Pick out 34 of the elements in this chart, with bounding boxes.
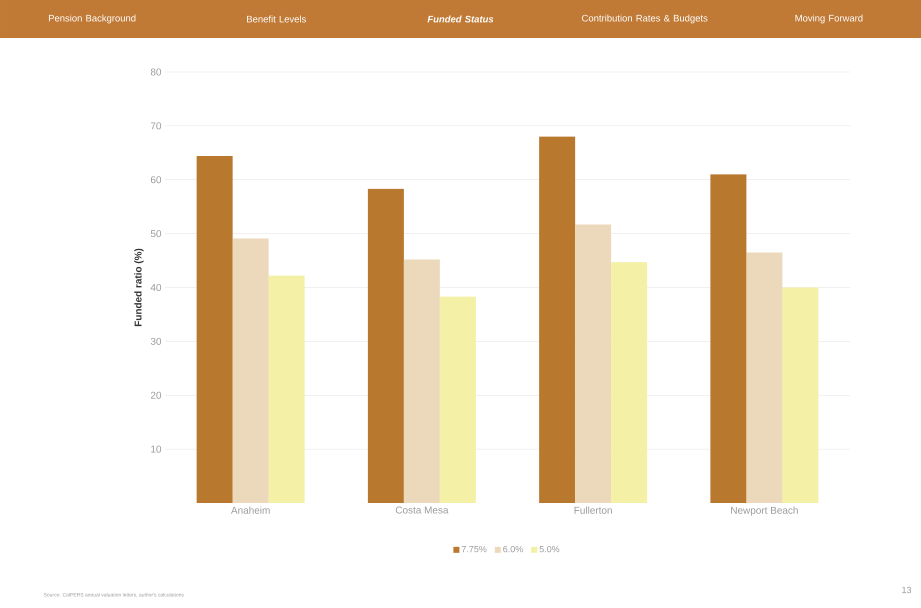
bar [710,174,746,503]
text: Moving Forward [795,14,862,24]
legend-label: 6.0% [503,546,523,552]
y-tick-label: 40 [150,284,162,292]
bar [232,238,269,503]
bar [368,188,404,503]
x-tick-label: Fullerton [574,506,612,514]
text: Contribution Rates & Budgets [582,14,708,24]
x-tick-label: Newport Beach [731,506,798,516]
text: Funded Status [428,16,494,22]
bar [268,276,305,503]
y-axis-title: Funded ratio (%) [134,248,144,326]
bar [575,224,612,503]
bar [196,156,233,503]
y-tick-label: 20 [150,392,162,399]
y-tick-label: 10 [151,446,162,453]
y-tick-label: 50 [150,230,162,238]
bar [782,287,818,503]
bar [539,136,576,503]
legend-label: 5.0% [540,546,560,552]
y-tick-label: 30 [150,338,162,345]
text: Benefit Levels [247,16,306,22]
text: 13 [902,586,912,594]
bar [440,296,476,503]
bar [611,262,648,503]
y-tick-label: 80 [150,68,162,76]
x-tick-label: Anaheim [230,506,270,514]
text: Pension Background [48,14,136,24]
legend-label: 7.75% [462,546,486,552]
x-tick-label: Costa Mesa [396,506,448,514]
bar [404,259,440,503]
bar [746,252,782,503]
y-tick-label: 70 [150,122,162,130]
y-tick-label: 60 [150,176,162,184]
